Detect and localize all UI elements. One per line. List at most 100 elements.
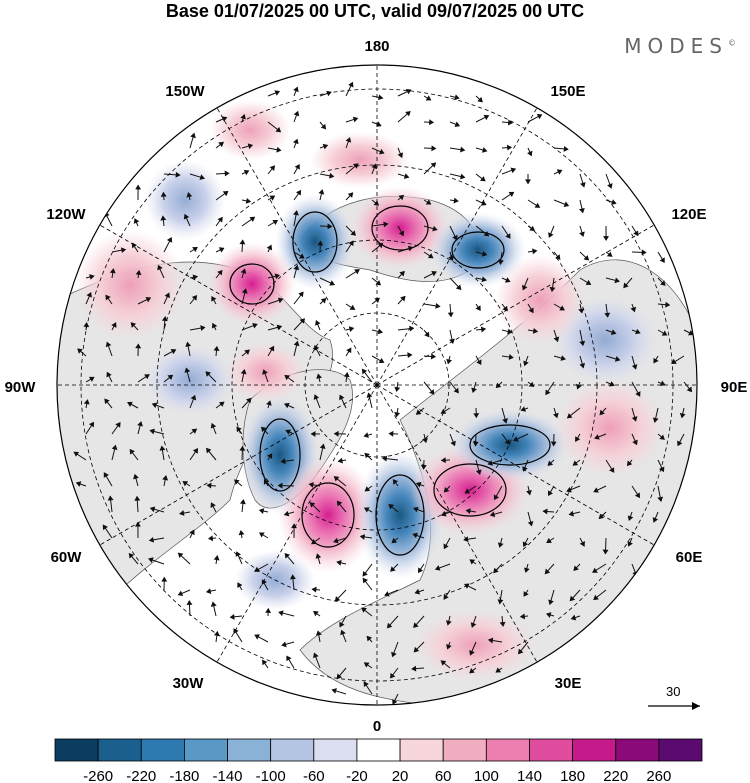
anomaly-positive-pacific: [75, 230, 185, 340]
colorbar: -260 -220 -180 -140 -100 -60 -20 20 60 100 140 180 2…: [54, 738, 703, 783]
wind-vector-head: [311, 586, 317, 593]
wind-vector-head: [262, 369, 268, 375]
wind-vector-head: [631, 364, 638, 370]
wind-vector-head: [487, 460, 494, 466]
wind-vector-head: [623, 282, 629, 289]
lon-label-30e: 30E: [555, 675, 582, 692]
wind-vector-head: [160, 215, 167, 221]
wind-vector-head: [103, 472, 109, 478]
wind-vector-head: [362, 577, 369, 584]
colorbar-tick-labels: -260 -220 -180 -140 -100 -60 -20 20 60 100 140 180 2…: [83, 768, 671, 783]
wind-vector-head: [182, 481, 189, 487]
wind-vector-head: [464, 488, 471, 494]
wind-vector-head: [266, 244, 273, 251]
wind-vector-head: [548, 232, 554, 238]
wind-vector-head: [329, 172, 335, 179]
wind-vector-head: [276, 146, 282, 153]
wind-vector-head: [477, 96, 483, 103]
wind-vector-head: [371, 163, 378, 170]
wind-vector-head: [258, 532, 265, 538]
wind-vector-head: [394, 386, 401, 393]
wind-vector-head: [523, 591, 529, 597]
wind-vector-head: [243, 169, 250, 176]
wind-vector-head: [434, 565, 441, 571]
wind-vector-head: [346, 347, 352, 354]
wind-vector-head: [593, 594, 599, 601]
meridian-line: [376, 384, 655, 546]
wind-vector-head: [497, 599, 504, 605]
wind-vector-head: [157, 264, 163, 271]
wind-vector-head: [333, 476, 340, 482]
wind-vector-head: [277, 482, 283, 489]
wind-vector-head: [115, 422, 121, 428]
wind-vector-head: [502, 305, 508, 312]
wind-vector-head: [548, 490, 554, 497]
wind-vector-head: [75, 481, 82, 487]
wind-vector-head: [493, 494, 500, 501]
wind-vector-head: [383, 221, 389, 228]
wind-vector-head: [377, 328, 384, 335]
wind-vector-head: [336, 500, 343, 507]
wind-vector-head: [205, 371, 211, 377]
wind-vector-head: [607, 183, 613, 189]
wind-vector-head: [105, 294, 111, 301]
lon-label-0: 0: [373, 718, 381, 735]
wind-vector-head: [149, 428, 155, 435]
wind-vector-head: [354, 269, 360, 275]
wind-vector-head: [661, 330, 668, 336]
colorbar-box: [485, 738, 530, 762]
wind-vector-head: [580, 182, 586, 188]
wind-vector-head: [553, 412, 559, 419]
wind-vector-head: [555, 254, 561, 260]
wind-vector-head: [309, 502, 316, 508]
wind-vector-head: [73, 451, 80, 457]
lon-label-150e: 150E: [550, 83, 585, 100]
wind-vector-head: [630, 306, 637, 313]
wind-vector-head: [183, 213, 190, 220]
wind-vector-head: [522, 541, 529, 548]
anomaly-positive-chukchi: [310, 132, 410, 188]
wind-vector-head: [422, 437, 428, 444]
wind-vector-head: [460, 146, 466, 153]
colorbar-boxes: [54, 738, 703, 762]
wind-vector-head: [373, 200, 380, 206]
wind-vector-head: [483, 114, 490, 121]
wind-vector-head: [144, 374, 150, 380]
wind-vector-head: [568, 510, 574, 517]
wind-vector-head: [237, 582, 243, 588]
wind-vector-head: [548, 599, 554, 606]
wind-vector-head: [311, 538, 317, 545]
wind-vector-head: [499, 621, 506, 627]
wind-vector-head: [572, 460, 579, 466]
wind-vector-head: [107, 495, 114, 501]
wind-vector-head: [179, 510, 185, 516]
wind-vector-head: [213, 555, 220, 561]
wind-vector-head: [134, 495, 141, 501]
wind-vector-head: [398, 230, 404, 237]
wind-vector-head: [602, 549, 609, 555]
wind-vector-head: [392, 479, 399, 485]
wind-vector-head: [211, 322, 218, 329]
wind-vector-head: [513, 436, 519, 442]
wind-vector-head: [83, 399, 90, 405]
wind-vector-head: [348, 326, 355, 332]
wind-vector-head: [560, 355, 566, 361]
wind-vector-head: [240, 268, 247, 274]
wind-vector-head: [599, 409, 605, 416]
wind-vector-head: [627, 515, 634, 522]
wind-vector-head: [308, 482, 314, 488]
wind-vector-head: [217, 269, 223, 276]
wind-vector-head: [504, 439, 510, 445]
wind-vector-head: [293, 110, 300, 117]
meridian-line: [216, 107, 378, 386]
wind-vector-head: [199, 174, 206, 181]
wind-vector-head: [483, 231, 490, 237]
wind-vector-head: [525, 179, 531, 185]
lon-label-60e: 60E: [676, 549, 703, 566]
wind-vector-head: [320, 298, 327, 304]
wind-vector-head: [340, 629, 346, 636]
wind-vector-head: [378, 94, 384, 101]
wind-vector-head: [339, 394, 345, 401]
wind-vector-head: [405, 89, 412, 95]
wind-vector-head: [77, 348, 83, 354]
